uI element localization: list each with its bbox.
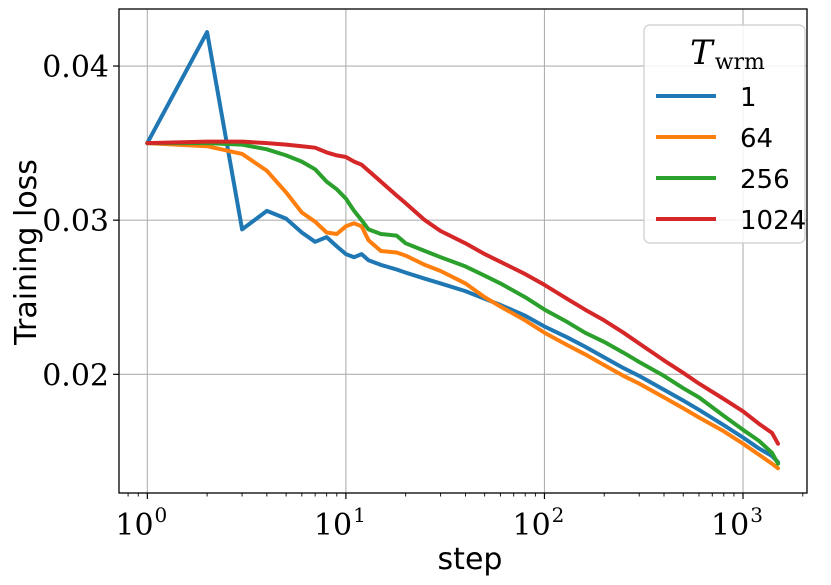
legend-box — [643, 24, 806, 244]
series-line-64 — [145, 141, 780, 471]
legend-title-main: T — [690, 33, 715, 73]
ticks: 100 101 102 103 0.02 0.03 0.04 — [42, 50, 804, 543]
series-line-1024 — [145, 139, 780, 446]
legend-label-1: 1 — [740, 83, 757, 113]
x-tick-label: 102 — [512, 503, 564, 543]
legend-title: Twrm — [690, 33, 765, 75]
y-tick-label: 0.03 — [42, 204, 109, 239]
x-axis-label: step — [438, 542, 503, 577]
legend: Twrm 1 64 256 1024 — [643, 24, 806, 244]
y-tick-label: 0.04 — [42, 50, 109, 85]
x-tick-label: 103 — [711, 503, 763, 543]
series-lines — [145, 30, 780, 471]
legend-title-sub: wrm — [715, 50, 765, 75]
legend-label-64: 64 — [740, 124, 773, 154]
x-tick-label: 101 — [314, 503, 366, 543]
legend-items: 1 64 256 1024 — [656, 83, 806, 236]
series-line-256 — [145, 141, 780, 466]
y-axis-label: Training loss — [9, 159, 44, 346]
legend-label-1024: 1024 — [740, 206, 806, 236]
series-line-1 — [145, 30, 780, 465]
legend-label-256: 256 — [740, 165, 790, 195]
y-tick-label: 0.02 — [42, 358, 109, 393]
plot-frame — [118, 8, 808, 494]
x-tick-label: 100 — [115, 503, 167, 543]
